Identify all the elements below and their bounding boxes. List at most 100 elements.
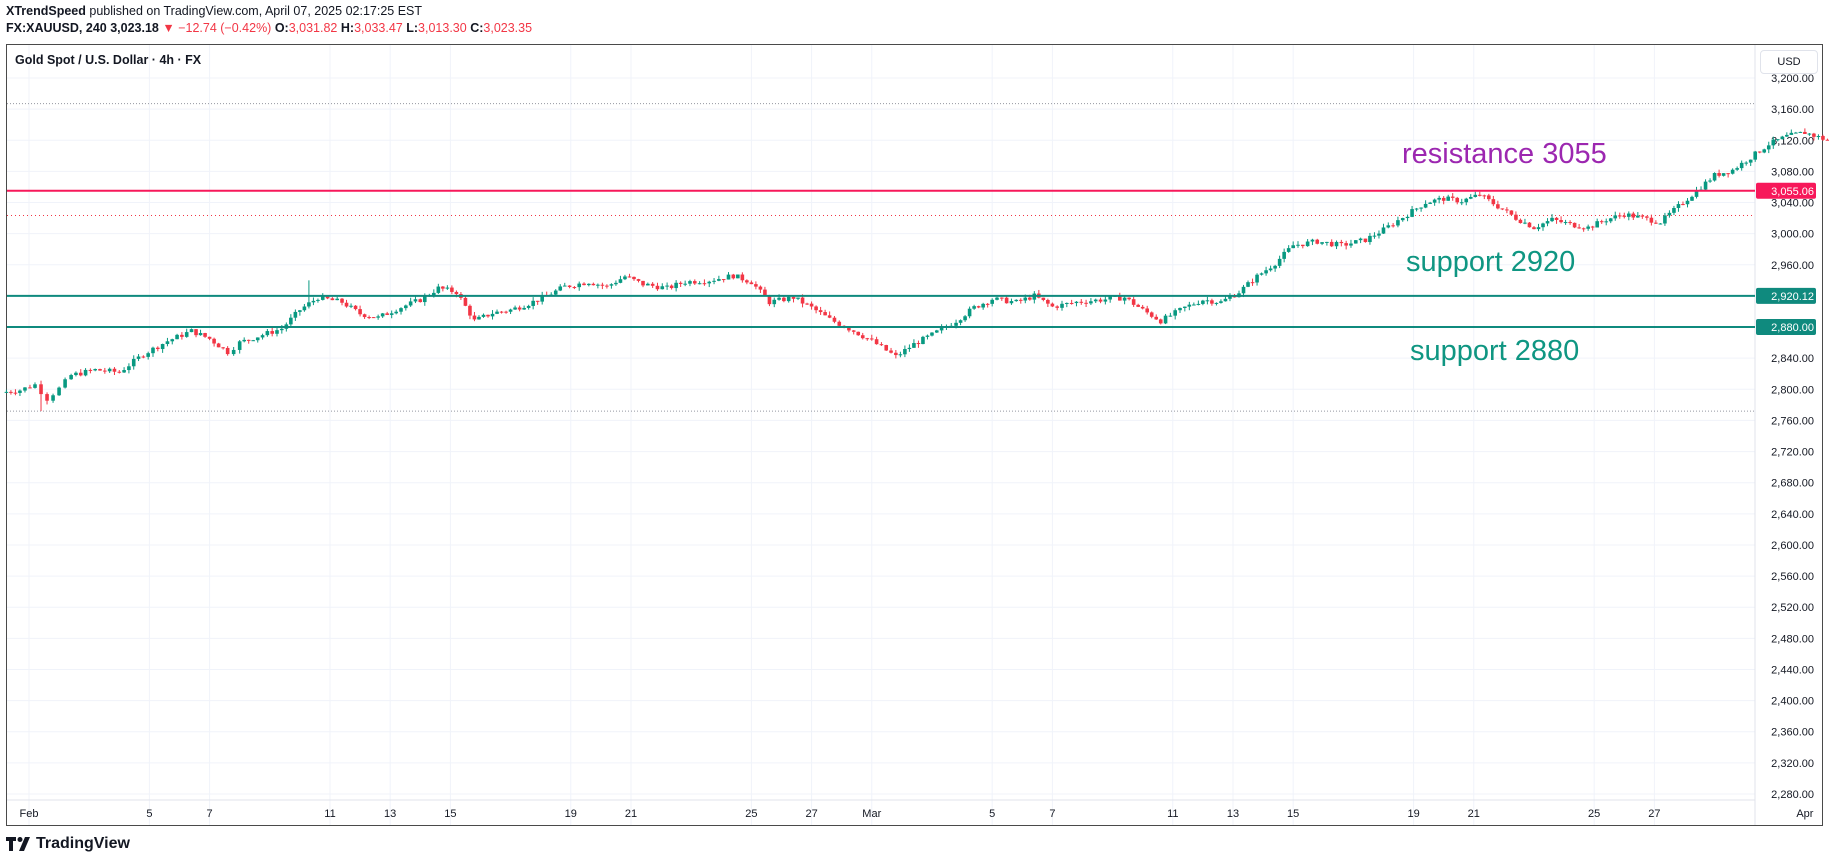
candle-body — [925, 335, 930, 337]
candle-body — [1041, 297, 1046, 300]
candle-body — [688, 281, 692, 284]
candle-body — [697, 283, 702, 285]
candle-body — [212, 338, 216, 344]
candle-body — [353, 305, 358, 310]
candle-body — [627, 276, 632, 278]
candle-body — [362, 314, 367, 318]
candle-body — [1065, 302, 1069, 304]
candle-body — [1622, 215, 1627, 217]
candle-body — [23, 387, 27, 391]
candle-body — [632, 276, 636, 280]
candle-body — [1757, 151, 1762, 153]
candle-body — [1654, 222, 1658, 224]
chart-frame[interactable] — [6, 44, 1823, 826]
candle-body — [981, 303, 985, 308]
price-tick-label: 3,200.00 — [1771, 73, 1814, 85]
candle-body — [600, 284, 605, 286]
price-tick-label: 2,840.00 — [1771, 353, 1814, 365]
price-tag-label-support-2880: 2,880.00 — [1771, 322, 1814, 334]
candle-body — [472, 315, 477, 320]
candle-body — [553, 290, 558, 295]
candle-body — [1232, 296, 1237, 298]
open-label: O: — [274, 21, 289, 35]
candle-body — [1667, 212, 1672, 216]
candle-body — [930, 332, 934, 336]
candle-body — [1613, 215, 1618, 219]
candle-body — [69, 375, 73, 380]
candle-body — [791, 296, 796, 299]
time-tick-label: 27 — [805, 808, 817, 820]
time-tick-label: 25 — [1588, 808, 1600, 820]
candle-body — [51, 395, 55, 401]
price-tick-label: 2,480.00 — [1771, 633, 1814, 645]
candle-body — [194, 329, 198, 336]
candle-body — [702, 283, 707, 285]
candle-body — [963, 316, 967, 321]
candle-body — [1178, 307, 1182, 311]
price-tick-label: 3,160.00 — [1771, 104, 1814, 116]
candle-body — [827, 315, 832, 318]
price-tick-label: 2,800.00 — [1771, 384, 1814, 396]
candle-body — [736, 274, 740, 279]
price-change: ▼ −12.74 (−0.42%) — [162, 21, 272, 35]
tradingview-footer[interactable]: TradingView — [6, 835, 130, 853]
candle-body — [939, 327, 944, 331]
time-tick-label: Feb — [19, 808, 38, 820]
candle-body — [1000, 297, 1004, 299]
candle-body — [513, 307, 517, 310]
time-tick-label: 7 — [207, 808, 213, 820]
candle-body — [1473, 194, 1478, 197]
candle-body — [1536, 227, 1541, 230]
candle-body — [404, 305, 408, 309]
candle-body — [78, 372, 83, 376]
candle-body — [572, 287, 577, 289]
candle-body — [399, 308, 403, 312]
candle-body — [847, 327, 851, 331]
candle-body — [1268, 268, 1273, 271]
price-tick-label: 2,560.00 — [1771, 571, 1814, 583]
candle-body — [869, 338, 874, 340]
candle-body — [818, 310, 823, 313]
candle-body — [683, 283, 687, 285]
candle-body — [1291, 245, 1295, 249]
currency-button[interactable]: USD — [1760, 50, 1818, 74]
candle-body — [879, 344, 884, 346]
candle-body — [1219, 301, 1223, 303]
candle-body — [486, 314, 490, 317]
candle-body — [692, 281, 697, 284]
candle-body — [1089, 301, 1093, 304]
candle-body — [814, 306, 818, 311]
price-tick-label: 3,040.00 — [1771, 198, 1814, 210]
candle-body — [1140, 306, 1145, 309]
candle-body — [967, 308, 972, 317]
author-name[interactable]: XTrendSpeed — [6, 4, 86, 18]
candle-body — [1446, 196, 1450, 201]
candle-body — [1353, 240, 1358, 244]
candle-body — [316, 299, 320, 301]
candle-body — [1487, 195, 1491, 200]
time-tick-label: 7 — [1049, 808, 1055, 820]
candle-body — [1282, 251, 1286, 259]
candle-body — [1301, 244, 1305, 247]
candle-body — [1505, 209, 1509, 211]
candle-body — [650, 283, 655, 286]
candle-body — [1450, 196, 1455, 198]
candle-body — [1187, 304, 1192, 307]
candle-body — [216, 343, 221, 348]
candle-body — [669, 285, 674, 289]
time-tick-label: 19 — [565, 808, 577, 820]
candle-body — [678, 282, 683, 284]
time-tick-label: 27 — [1648, 808, 1660, 820]
low-value: 3,013.30 — [418, 21, 467, 35]
candle-body — [93, 369, 97, 371]
candle-body — [1377, 233, 1381, 236]
candle-body — [203, 333, 207, 337]
candle-body — [1581, 228, 1586, 230]
price-tick-label: 2,720.00 — [1771, 447, 1814, 459]
candle-body — [495, 311, 499, 314]
open-value: 3,031.82 — [288, 21, 338, 35]
footer-brand: TradingView — [36, 835, 130, 852]
price-tick-label: 2,600.00 — [1771, 540, 1814, 552]
candle-body — [1060, 303, 1064, 308]
